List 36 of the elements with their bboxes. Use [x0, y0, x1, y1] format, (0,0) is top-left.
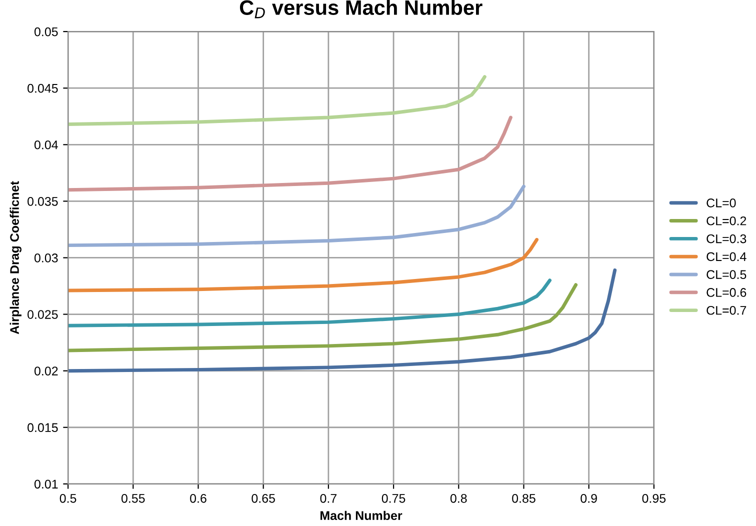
y-tick-label: 0.03 — [34, 254, 58, 262]
line-series — [68, 184, 526, 248]
line-series — [68, 116, 512, 192]
y-tick-label: 0.01 — [34, 480, 58, 489]
line-series — [68, 283, 578, 352]
legend-label: CL=0.3 — [706, 234, 746, 244]
chart-title: C$_{D}$ versus Mach Number — [240, 0, 482, 18]
legend-label: CL=0.6 — [706, 288, 746, 297]
x-tick-label: 0.7 — [320, 494, 336, 503]
y-tick-label: 0.04 — [34, 140, 58, 150]
x-tick-label: 0.95 — [642, 494, 666, 503]
y-tick-label: 0.05 — [34, 27, 58, 36]
legend-label: CL=0.5 — [706, 270, 746, 279]
y-tick-label: 0.045 — [28, 84, 58, 93]
y-axis-title: Airplance Drag Coefficnet — [10, 181, 22, 334]
legend-label: CL=0.7 — [706, 306, 746, 315]
x-tick-label: 0.8 — [450, 494, 467, 503]
y-tick-label: 0.035 — [28, 196, 58, 206]
x-tick-label: 0.85 — [512, 494, 536, 503]
y-tick-label: 0.025 — [28, 310, 58, 319]
line-series — [68, 238, 538, 292]
x-tick-label: 0.5 — [60, 494, 76, 503]
x-tick-label: 0.9 — [580, 494, 597, 503]
x-tick-label: 0.65 — [252, 494, 275, 503]
legend-label: CL=0 — [706, 198, 736, 208]
y-tick-label: 0.015 — [28, 423, 58, 432]
legend-label: CL=0.2 — [706, 216, 746, 226]
y-tick-label: 0.02 — [34, 366, 58, 376]
x-tick-label: 0.6 — [190, 494, 206, 503]
line-series — [68, 278, 552, 328]
line-series — [68, 268, 617, 373]
x-axis-title: Mach Number — [320, 510, 402, 520]
legend-label: CL=0.4 — [706, 252, 746, 262]
x-tick-label: 0.55 — [121, 494, 145, 503]
x-tick-label: 0.75 — [382, 494, 406, 503]
line-series — [68, 75, 486, 126]
